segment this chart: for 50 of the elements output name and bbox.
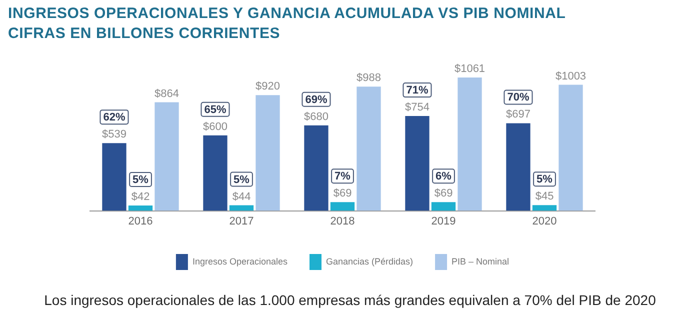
bar (154, 102, 179, 211)
x-tick-label: 2019 (431, 215, 456, 228)
bar (405, 116, 430, 211)
annotation: 7% (334, 170, 351, 183)
x-tick-label: 2016 (128, 215, 153, 228)
x-tick-label: 2020 (532, 215, 557, 228)
bar (356, 86, 381, 211)
data-label: $680 (304, 110, 328, 123)
x-tick-label: 2017 (229, 215, 254, 228)
legend-label: PIB – Nominal (452, 256, 510, 266)
annotation: 71% (406, 84, 428, 97)
annotation: 65% (204, 104, 226, 116)
annotation: 6% (436, 170, 452, 183)
annotation: 69% (305, 94, 328, 106)
data-label: $44 (232, 190, 251, 203)
data-label: $864 (154, 88, 179, 100)
bar (532, 205, 557, 211)
legend-label: Ingresos Operacionales (192, 256, 288, 266)
data-label: $600 (203, 120, 228, 133)
annotation: 70% (507, 92, 530, 104)
annotation: 5% (536, 174, 553, 186)
bar (431, 202, 456, 211)
data-label: $1003 (555, 70, 586, 82)
data-label: $988 (356, 72, 381, 84)
bar (203, 135, 228, 211)
bar (256, 95, 280, 211)
data-label: $539 (102, 128, 126, 141)
data-label: $754 (405, 102, 430, 114)
legend-label: Ganancias (Pérdidas) (326, 256, 414, 266)
bar (558, 84, 583, 211)
bar (506, 123, 530, 211)
bar (330, 202, 355, 211)
bar (458, 77, 482, 211)
text: Los ingresos operacionales de las 1.000 empresas más grandes equivalen a 70% del PIB de 2020 (43, 292, 657, 308)
data-label: $697 (506, 108, 530, 121)
annotation: 5% (234, 174, 250, 186)
data-label: $1061 (454, 63, 486, 75)
data-label: $920 (256, 80, 280, 93)
annotation: 62% (103, 112, 126, 124)
data-label: $69 (333, 188, 352, 200)
data-label: $69 (434, 188, 453, 200)
bar (102, 143, 126, 211)
chart-title: INGRESOS OPERACIONALES Y GANANCIA ACUMULADA VS PIB NOMINAL CIFRAS EN BILLONES CORRIENTES (8, 4, 566, 44)
bar (304, 125, 328, 211)
x-tick-label: 2018 (330, 215, 355, 228)
bar (128, 206, 153, 211)
data-label: $42 (131, 191, 150, 204)
data-label: $45 (535, 190, 554, 203)
bar (229, 205, 254, 211)
annotation: 5% (132, 174, 149, 186)
